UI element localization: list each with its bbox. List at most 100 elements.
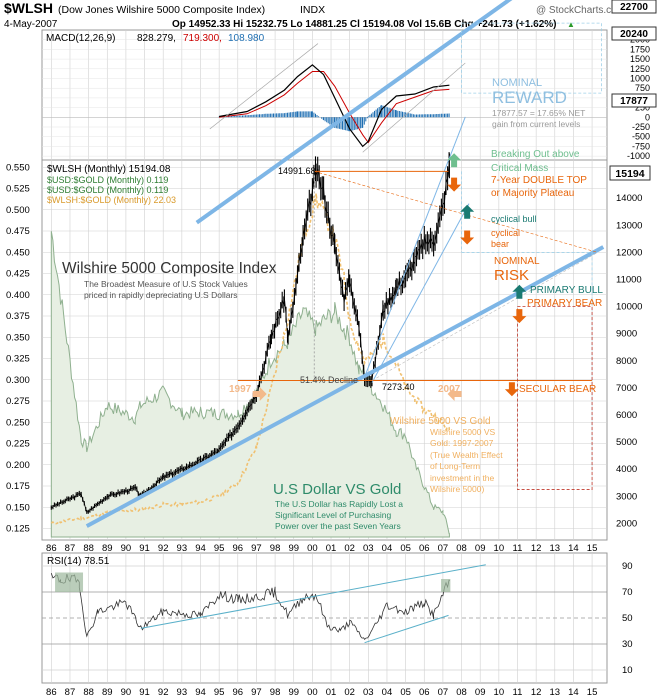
left-tick-label: 0.550 xyxy=(6,162,30,173)
right-tick-label: 9000 xyxy=(616,329,637,340)
x-tick-label: 90 xyxy=(121,543,132,554)
x-tick-label: 03 xyxy=(363,687,374,698)
macd-lines xyxy=(42,43,607,153)
big-title: Wilshire 5000 Composite Index xyxy=(62,260,277,277)
nominal-reward-1: NOMINAL xyxy=(492,77,542,89)
legend-wlsh-gold: $WLSH:$GOLD (Monthly) 22.03 xyxy=(47,195,176,205)
x-tick-label: 15 xyxy=(587,687,598,698)
usd-line-1: The U.S Dollar has Rapidly Lost a xyxy=(275,499,403,509)
tag-20240: 20240 xyxy=(620,29,648,40)
wvg-line-5: investment in the xyxy=(430,473,495,483)
x-tick-label: 99 xyxy=(288,687,299,698)
wvg-line-2: Gold: 1997-2007 xyxy=(430,438,494,448)
rsi-tick-label: 70 xyxy=(622,587,633,598)
x-tick-label: 07 xyxy=(438,543,449,554)
rsi-right-axis: 90 70 50 30 10 xyxy=(622,561,633,676)
x-tick-label: 01 xyxy=(326,543,337,554)
year-1997-arrow xyxy=(252,387,267,401)
x-tick-label: 14 xyxy=(568,687,579,698)
left-tick-label: 0.200 xyxy=(6,460,30,471)
right-tick-label: 7000 xyxy=(616,383,637,394)
risk-box xyxy=(517,306,593,490)
usd-line-2: Significant Level of Purchasing xyxy=(275,510,392,520)
macd-fast-line xyxy=(218,64,450,148)
x-tick-label: 90 xyxy=(121,687,132,698)
x-axis-rsi: 86 87 88 89 90 91 92 93 94 95 96 97 98 99 00 01 02 03 04 05… xyxy=(46,687,597,698)
right-tick-label: 2000 xyxy=(616,518,637,529)
x-tick-label: 95 xyxy=(214,543,225,554)
primary-bull-arrow xyxy=(512,284,527,299)
last-price: 15194 xyxy=(615,168,644,180)
double-top-1: 7-Year DOUBLE TOP xyxy=(491,175,587,186)
fan-line xyxy=(371,252,598,381)
breaking-out-1: Breaking Out above xyxy=(491,149,580,160)
macd-signal-line xyxy=(219,71,450,144)
primary-bull: PRIMARY BULL xyxy=(530,285,603,296)
macd-panel xyxy=(41,29,608,161)
fan-line xyxy=(314,171,598,253)
left-tick-label: 0.500 xyxy=(6,205,30,216)
macd-tick-label: 1250 xyxy=(630,64,650,74)
double-top-2: or Majority Plateau xyxy=(491,188,574,199)
wlsh-gold-line xyxy=(50,193,451,525)
left-tick-label: 0.275 xyxy=(6,396,30,407)
x-tick-label: 87 xyxy=(65,687,76,698)
cyclical-bear-2: bear xyxy=(491,239,509,249)
left-tick-label: 0.400 xyxy=(6,290,30,301)
x-tick-label: 08 xyxy=(456,543,467,554)
x-tick-label: 94 xyxy=(195,543,206,554)
x-tick-label: 06 xyxy=(419,687,430,698)
macd-legend: MACD(12,26,9) 828.279, 719.300, 108.980 xyxy=(46,33,265,44)
x-tick-label: 10 xyxy=(494,687,505,698)
right-tick-label: 5000 xyxy=(616,437,637,448)
x-tick-label: 11 xyxy=(513,543,523,554)
secular-bear: SECULAR BEAR xyxy=(519,384,596,395)
right-tick-label: 8000 xyxy=(616,356,637,367)
last-price-tag: 15194 xyxy=(609,165,651,181)
secular-bear-arrow xyxy=(504,382,519,397)
left-tick-label: 0.150 xyxy=(6,502,30,513)
right-tick-label: 11000 xyxy=(616,275,642,286)
wvg-title: Wilshire 5000 VS Gold xyxy=(390,416,491,427)
x-tick-label: 12 xyxy=(531,687,542,698)
macd-tick-label: -250 xyxy=(632,122,650,132)
x-tick-label: 11 xyxy=(513,687,523,698)
legend-usd-gold-1: $USD:$GOLD (Monthly) 0.119 xyxy=(47,175,168,185)
x-tick-label: 88 xyxy=(83,687,94,698)
year-2007-arrow xyxy=(447,387,462,401)
x-tick-label: 13 xyxy=(549,543,560,554)
tag-22700: 22700 xyxy=(620,2,648,13)
trough-label: 7273.40 xyxy=(382,382,415,392)
x-tick-label: 06 xyxy=(419,543,430,554)
price-legend: $WLSH (Monthly) 15194.08 $USD:$GOLD (Mon… xyxy=(47,164,176,205)
x-tick-label: 14 xyxy=(568,543,579,554)
right-tick-label: 14000 xyxy=(616,193,642,204)
x-tick-label: 94 xyxy=(195,687,206,698)
x-tick-label: 15 xyxy=(587,543,598,554)
macd-tick-label: 250 xyxy=(635,103,650,113)
left-tick-label: 0.250 xyxy=(6,417,30,428)
right-tick-label: 6000 xyxy=(616,410,637,421)
wlsh-gold-path xyxy=(50,193,451,525)
x-tick-label: 09 xyxy=(475,543,486,554)
macd-trend-line xyxy=(362,62,466,153)
macd-trend-line xyxy=(209,43,319,130)
upper-trend-line xyxy=(195,0,513,225)
cyclical-bear-1: cyclical xyxy=(491,228,520,238)
x-tick-label: 96 xyxy=(233,687,244,698)
annotation-overlays xyxy=(85,0,605,528)
nominal-reward-2: REWARD xyxy=(492,88,567,107)
channel-line xyxy=(371,203,470,383)
year-2007: 2007 xyxy=(438,384,461,395)
x-axis-main: 86 87 88 89 90 91 92 93 94 95 96 97 98 99 00 01 02 03 04 05… xyxy=(46,543,597,554)
nominal-risk-1: NOMINAL xyxy=(494,256,540,267)
index-name: (Dow Jones Wilshire 5000 Composite Index… xyxy=(58,4,265,16)
left-tick-label: 0.225 xyxy=(6,439,30,450)
left-tick-label: 0.325 xyxy=(6,354,30,365)
left-tick-label: 0.475 xyxy=(6,226,30,237)
year-1997: 1997 xyxy=(229,384,252,395)
left-tick-label: 0.350 xyxy=(6,332,30,343)
x-tick-label: 05 xyxy=(400,687,411,698)
wlsh-price-line xyxy=(50,152,450,514)
right-tick-label: 10000 xyxy=(616,302,642,313)
